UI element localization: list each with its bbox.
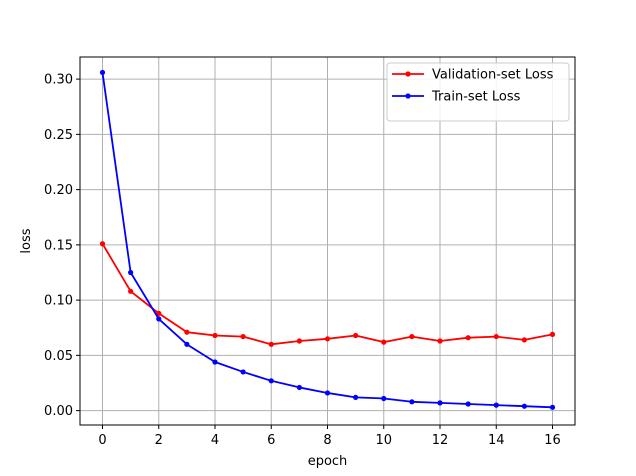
data-point-series-0	[324, 336, 331, 342]
x-axis-label: epoch	[308, 454, 348, 469]
data-point-series-1	[296, 384, 302, 391]
axis-ticks: 0 2 4 6 8 10 12 14 16 0.00 0.05 0.10 0.15 0.20 0.25 0.3…	[44, 73, 561, 448]
plot-series	[99, 69, 556, 410]
data-point-series-0	[353, 332, 359, 339]
data-point-series-0	[156, 310, 162, 316]
data-point-series-1	[99, 69, 106, 76]
y-axis-label: loss	[19, 228, 34, 253]
y-tick-label: 0.10	[44, 294, 73, 309]
data-point-series-0	[212, 332, 218, 339]
data-point-series-1	[324, 390, 331, 396]
data-point-series-0	[409, 333, 415, 340]
data-point-series-0	[240, 333, 246, 340]
y-tick-label: 0.15	[44, 238, 73, 253]
legend: Validation-set Loss Train-set Loss	[386, 62, 570, 122]
x-tick-label: 4	[211, 433, 219, 448]
data-point-series-1	[128, 269, 134, 276]
data-point-series-0	[99, 241, 106, 247]
x-tick-label: 14	[488, 433, 505, 448]
data-point-series-0	[381, 339, 387, 345]
x-tick-label: 16	[544, 433, 561, 448]
y-tick-label: 0.20	[44, 183, 73, 198]
data-point-series-0	[296, 338, 302, 344]
data-point-series-0	[521, 337, 527, 343]
y-tick-label: 0.05	[44, 349, 73, 364]
data-point-series-1	[521, 403, 527, 409]
y-tick-label: 0.25	[44, 128, 73, 143]
x-tick-label: 10	[375, 433, 392, 448]
x-tick-label: 8	[323, 433, 331, 448]
legend-swatch-marker	[405, 71, 411, 77]
x-tick-label: 2	[155, 433, 163, 448]
data-point-series-1	[381, 395, 387, 402]
legend-label: Validation-set Loss	[432, 68, 554, 83]
data-point-series-1	[493, 402, 499, 408]
data-point-series-1	[184, 341, 190, 347]
data-point-series-1	[353, 394, 359, 400]
legend-box	[386, 62, 570, 122]
data-point-series-0	[493, 333, 499, 340]
data-point-series-0	[549, 331, 556, 337]
data-point-series-0	[465, 335, 471, 341]
legend-swatch-marker	[405, 93, 411, 99]
x-tick-label: 0	[98, 433, 106, 448]
y-tick-label: 0.30	[44, 73, 73, 88]
data-point-series-1	[212, 359, 218, 365]
data-point-series-1	[409, 399, 415, 405]
data-point-series-1	[437, 400, 443, 406]
data-point-series-1	[268, 378, 274, 384]
y-tick-label: 0.00	[44, 404, 73, 419]
data-point-series-1	[156, 316, 162, 322]
legend-label: Train-set Loss	[431, 90, 521, 105]
data-point-series-0	[128, 288, 134, 294]
data-point-series-0	[437, 338, 443, 344]
data-point-series-1	[465, 401, 471, 407]
x-tick-label: 12	[432, 433, 449, 448]
data-point-series-0	[184, 329, 190, 335]
data-point-series-1	[549, 404, 556, 410]
data-point-series-1	[240, 369, 246, 375]
data-point-series-0	[268, 341, 274, 347]
x-tick-label: 6	[267, 433, 275, 448]
